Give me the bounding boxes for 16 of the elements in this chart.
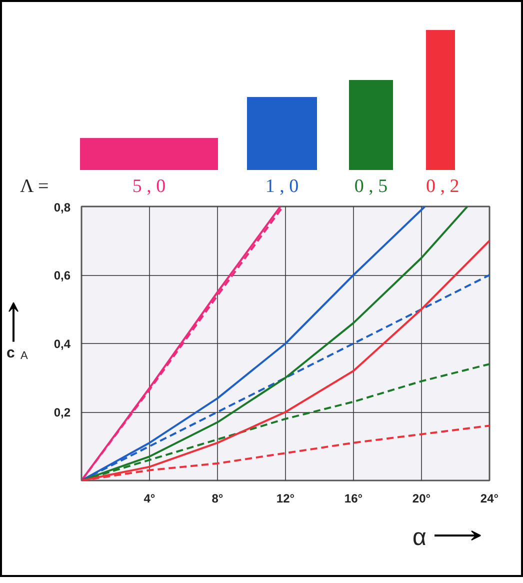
text: 5 , 0 xyxy=(131,175,167,199)
legend-title: Λ = xyxy=(20,175,49,199)
y-tick-label: 0,6 xyxy=(54,268,71,282)
x-tick-label: 4° xyxy=(144,492,156,506)
y-tick-label: 0,2 xyxy=(54,406,71,420)
x-axis-title: α xyxy=(412,524,426,551)
x-tick-label: 12° xyxy=(276,492,295,506)
text: 0 , 5 xyxy=(353,175,389,199)
y-tick-label: 0,8 xyxy=(54,200,71,214)
text: 0 , 2 xyxy=(426,175,460,199)
x-tick-label: 24° xyxy=(480,492,499,506)
y-tick-label: 0,4 xyxy=(54,337,71,351)
x-tick-label: 16° xyxy=(344,492,363,506)
x-tick-label: 8° xyxy=(212,492,224,506)
text: 1 , 0 xyxy=(264,175,300,199)
x-tick-label: 20° xyxy=(412,492,431,506)
